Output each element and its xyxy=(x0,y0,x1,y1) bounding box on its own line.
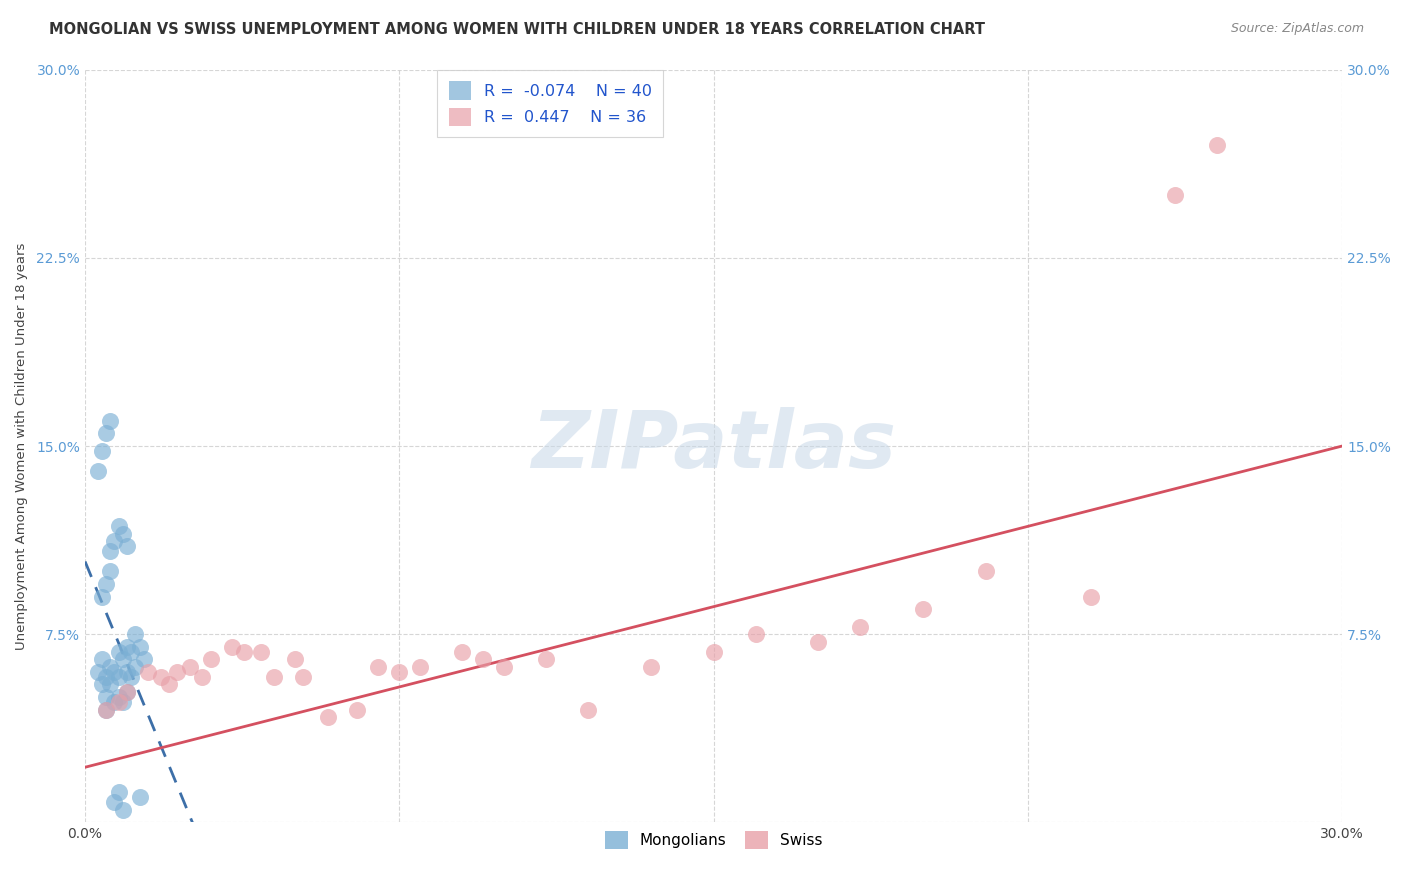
Point xyxy=(86,464,108,478)
Text: Source: ZipAtlas.com: Source: ZipAtlas.com xyxy=(1230,22,1364,36)
Point xyxy=(179,660,201,674)
Point xyxy=(494,660,516,674)
Point xyxy=(191,670,214,684)
Point xyxy=(128,790,150,805)
Point xyxy=(849,620,872,634)
Point xyxy=(1163,188,1185,202)
Point xyxy=(94,426,117,441)
Point xyxy=(136,665,159,679)
Point xyxy=(576,702,599,716)
Point xyxy=(103,665,125,679)
Point xyxy=(233,645,256,659)
Point xyxy=(107,645,129,659)
Point xyxy=(98,544,121,558)
Point xyxy=(534,652,557,666)
Point xyxy=(115,540,138,554)
Point xyxy=(115,665,138,679)
Point xyxy=(98,677,121,691)
Point xyxy=(744,627,766,641)
Point xyxy=(640,660,662,674)
Text: MONGOLIAN VS SWISS UNEMPLOYMENT AMONG WOMEN WITH CHILDREN UNDER 18 YEARS CORRELA: MONGOLIAN VS SWISS UNEMPLOYMENT AMONG WO… xyxy=(49,22,986,37)
Point xyxy=(388,665,411,679)
Point xyxy=(98,565,121,579)
Point xyxy=(157,677,180,691)
Point xyxy=(107,519,129,533)
Point xyxy=(120,645,142,659)
Point xyxy=(166,665,188,679)
Point xyxy=(90,590,112,604)
Point xyxy=(103,796,125,810)
Point xyxy=(367,660,389,674)
Point xyxy=(94,702,117,716)
Point xyxy=(94,690,117,704)
Point xyxy=(200,652,222,666)
Y-axis label: Unemployment Among Women with Children Under 18 years: Unemployment Among Women with Children U… xyxy=(15,243,28,649)
Point xyxy=(807,634,830,648)
Point xyxy=(107,670,129,684)
Point xyxy=(111,695,134,709)
Point xyxy=(107,695,129,709)
Point xyxy=(284,652,307,666)
Point xyxy=(94,670,117,684)
Point xyxy=(90,444,112,458)
Point xyxy=(250,645,273,659)
Point xyxy=(128,640,150,654)
Point xyxy=(472,652,495,666)
Point xyxy=(124,660,146,674)
Point xyxy=(115,640,138,654)
Point xyxy=(316,710,339,724)
Point xyxy=(291,670,314,684)
Point xyxy=(90,652,112,666)
Point xyxy=(1080,590,1102,604)
Point xyxy=(94,702,117,716)
Legend: R =  -0.074    N = 40, R =  0.447    N = 36: R = -0.074 N = 40, R = 0.447 N = 36 xyxy=(437,70,664,137)
Point xyxy=(1205,137,1227,152)
Text: ZIPatlas: ZIPatlas xyxy=(531,407,896,485)
Point xyxy=(221,640,243,654)
Point xyxy=(94,577,117,591)
Point xyxy=(263,670,285,684)
Point xyxy=(703,645,725,659)
Point xyxy=(120,670,142,684)
Point xyxy=(86,665,108,679)
Point xyxy=(103,695,125,709)
Point xyxy=(98,660,121,674)
Point xyxy=(90,677,112,691)
Point xyxy=(451,645,474,659)
Point xyxy=(107,690,129,704)
Point xyxy=(124,627,146,641)
Point xyxy=(149,670,172,684)
Point xyxy=(115,685,138,699)
Point xyxy=(409,660,432,674)
Point xyxy=(346,702,368,716)
Point xyxy=(115,685,138,699)
Point xyxy=(111,652,134,666)
Point xyxy=(98,414,121,428)
Point xyxy=(912,602,935,616)
Point xyxy=(974,565,997,579)
Point xyxy=(107,785,129,799)
Point xyxy=(111,803,134,817)
Point xyxy=(111,526,134,541)
Point xyxy=(103,534,125,549)
Point xyxy=(132,652,155,666)
